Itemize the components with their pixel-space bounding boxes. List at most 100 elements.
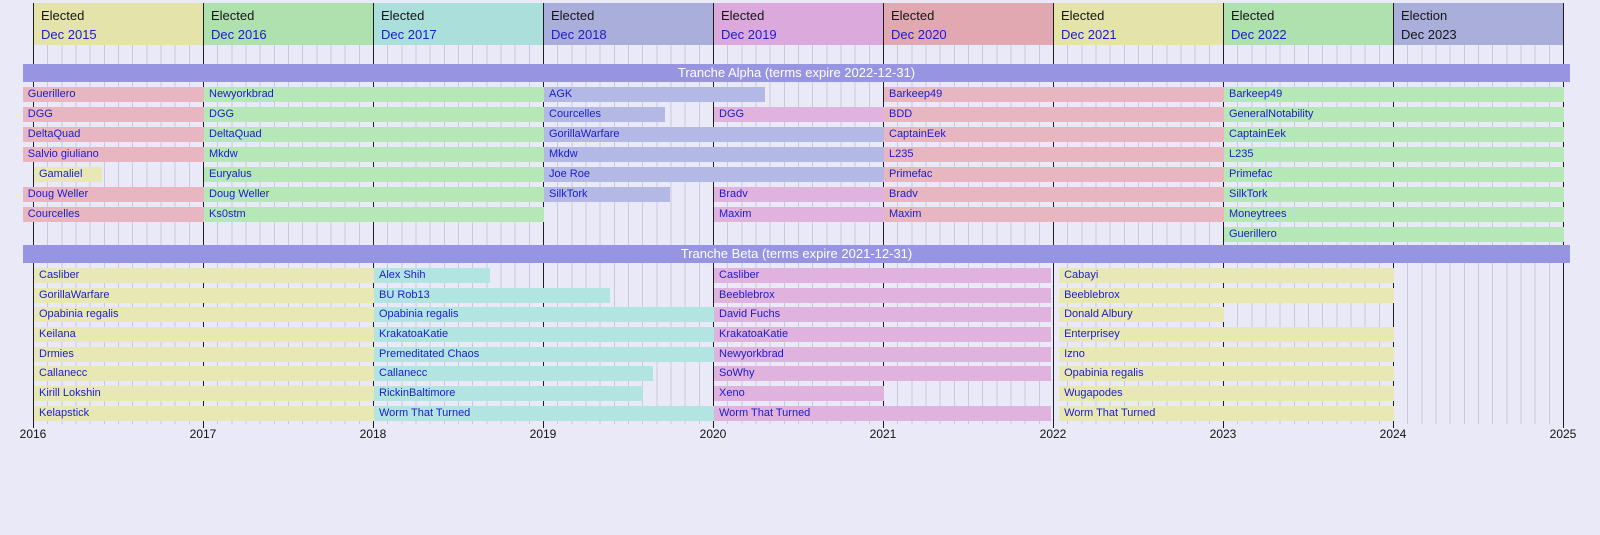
- member-link[interactable]: Mkdw: [549, 147, 578, 160]
- member-link[interactable]: BDD: [889, 107, 913, 120]
- member-link[interactable]: Kirill Lokshin: [39, 387, 101, 400]
- election-year-link[interactable]: Dec 2020: [891, 27, 947, 42]
- member-link[interactable]: Worm That Turned: [379, 406, 471, 419]
- term-bar: CaptainEek: [1224, 126, 1564, 142]
- member-link[interactable]: RickinBaltimore: [379, 387, 456, 400]
- election-year-link[interactable]: Dec 2016: [211, 27, 267, 42]
- member-link[interactable]: Callanecc: [379, 367, 428, 380]
- member-link[interactable]: SoWhy: [719, 367, 755, 380]
- member-link[interactable]: DGG: [209, 107, 235, 120]
- term-bar: DGG: [22, 106, 204, 122]
- term-bar: Alex Shih: [374, 268, 490, 283]
- term-bar: Beeblebrox: [1059, 287, 1394, 303]
- member-link[interactable]: Primefac: [1229, 167, 1273, 180]
- member-link[interactable]: Donald Albury: [1064, 308, 1133, 321]
- member-link[interactable]: KrakatoaKatie: [379, 328, 449, 340]
- member-link[interactable]: Joe Roe: [549, 167, 590, 180]
- member-link[interactable]: Enterprisey: [1064, 328, 1120, 340]
- term-bar: RickinBaltimore: [374, 386, 643, 402]
- member-link[interactable]: Wugapodes: [1064, 387, 1123, 400]
- election-year-link[interactable]: Dec 2019: [721, 27, 777, 42]
- member-link[interactable]: Guerillero: [27, 87, 76, 100]
- member-link[interactable]: Beeblebrox: [719, 288, 775, 301]
- member-link[interactable]: Courcelles: [549, 107, 601, 120]
- member-link[interactable]: CaptainEek: [1229, 127, 1286, 140]
- member-link[interactable]: SilkTork: [1229, 187, 1268, 200]
- term-bar: SoWhy: [714, 366, 1051, 382]
- member-link[interactable]: Doug Weller: [209, 187, 270, 200]
- member-link[interactable]: L235: [889, 147, 914, 160]
- member-link[interactable]: Xeno: [719, 387, 745, 400]
- term-bar: Barkeep49: [884, 86, 1224, 102]
- election-year-link[interactable]: Dec 2018: [551, 27, 607, 42]
- member-link[interactable]: Gamaliel: [39, 167, 83, 180]
- term-bar: Xeno: [714, 386, 884, 402]
- member-link[interactable]: CaptainEek: [889, 127, 946, 140]
- member-link[interactable]: Newyorkbrad: [209, 87, 274, 100]
- header-caption: Elected: [41, 8, 85, 23]
- term-bar: Keilana: [34, 327, 374, 342]
- member-link[interactable]: Callanecc: [39, 367, 88, 380]
- member-link[interactable]: Ks0stm: [209, 207, 246, 220]
- member-link[interactable]: Casliber: [39, 269, 80, 281]
- member-link[interactable]: DGG: [27, 107, 53, 120]
- election-header-dec-2015: Elected Dec 2015: [34, 3, 203, 45]
- member-link[interactable]: Alex Shih: [379, 269, 426, 281]
- year-line-2020: [713, 3, 714, 428]
- election-year-link[interactable]: Dec 2015: [41, 27, 97, 42]
- member-link[interactable]: Premeditated Chaos: [379, 347, 480, 360]
- member-link[interactable]: DGG: [719, 107, 745, 120]
- member-link[interactable]: SilkTork: [549, 187, 588, 200]
- term-bar: David Fuchs: [714, 307, 1051, 323]
- member-link[interactable]: DeltaQuad: [27, 127, 81, 140]
- member-link[interactable]: AGK: [549, 87, 573, 100]
- member-link[interactable]: Maxim: [889, 207, 922, 220]
- member-link[interactable]: Drmies: [39, 347, 74, 360]
- member-link[interactable]: Izno: [1064, 347, 1085, 360]
- term-bar: Doug Weller: [22, 186, 204, 202]
- member-link[interactable]: Mkdw: [209, 147, 238, 160]
- member-link[interactable]: GorillaWarfare: [549, 127, 620, 140]
- member-link[interactable]: Primefac: [889, 167, 933, 180]
- term-bar: L235: [884, 146, 1224, 162]
- term-bar: Opabinia regalis: [34, 307, 374, 323]
- member-link[interactable]: Bradv: [889, 187, 918, 200]
- member-link[interactable]: Courcelles: [27, 207, 80, 220]
- tranche-beta-title: Tranche Beta (terms expire 2021-12-31): [23, 245, 1570, 263]
- member-link[interactable]: Maxim: [719, 207, 752, 220]
- member-link[interactable]: L235: [1229, 147, 1254, 160]
- member-link[interactable]: David Fuchs: [719, 308, 781, 321]
- member-link[interactable]: Barkeep49: [1229, 87, 1283, 100]
- member-link[interactable]: Opabinia regalis: [1064, 367, 1144, 380]
- member-link[interactable]: Newyorkbrad: [719, 347, 784, 360]
- member-link[interactable]: DeltaQuad: [209, 127, 262, 140]
- election-year-link[interactable]: Dec 2021: [1061, 27, 1117, 42]
- member-link[interactable]: Salvio giuliano: [27, 147, 99, 160]
- member-link[interactable]: Bradv: [719, 187, 748, 200]
- member-link[interactable]: Opabinia regalis: [379, 308, 459, 321]
- member-link[interactable]: Barkeep49: [889, 87, 943, 100]
- member-link[interactable]: Doug Weller: [27, 187, 89, 200]
- member-link[interactable]: Moneytrees: [1229, 207, 1287, 220]
- member-link[interactable]: Beeblebrox: [1064, 288, 1120, 301]
- term-bar: Newyorkbrad: [714, 346, 1051, 362]
- member-link[interactable]: Guerillero: [1229, 227, 1277, 240]
- member-link[interactable]: BU Rob13: [379, 288, 430, 301]
- member-link[interactable]: Keilana: [39, 328, 76, 340]
- election-header-dec-2018: Elected Dec 2018: [544, 3, 713, 45]
- member-link[interactable]: Worm That Turned: [719, 406, 811, 419]
- election-header-dec-2022: Elected Dec 2022: [1224, 3, 1393, 45]
- election-year-link[interactable]: Dec 2022: [1231, 27, 1287, 42]
- member-link[interactable]: Opabinia regalis: [39, 308, 119, 321]
- member-link[interactable]: KrakatoaKatie: [719, 328, 789, 340]
- member-link[interactable]: Casliber: [719, 269, 760, 281]
- term-bar: Drmies: [34, 346, 374, 362]
- member-link[interactable]: Worm That Turned: [1064, 406, 1156, 419]
- election-year-link[interactable]: Dec 2017: [381, 27, 437, 42]
- term-bar: Wugapodes: [1059, 386, 1394, 402]
- member-link[interactable]: Kelapstick: [39, 406, 90, 419]
- member-link[interactable]: Euryalus: [209, 167, 252, 180]
- member-link[interactable]: GeneralNotability: [1229, 107, 1314, 120]
- member-link[interactable]: GorillaWarfare: [39, 288, 110, 301]
- member-link[interactable]: Cabayi: [1064, 269, 1099, 281]
